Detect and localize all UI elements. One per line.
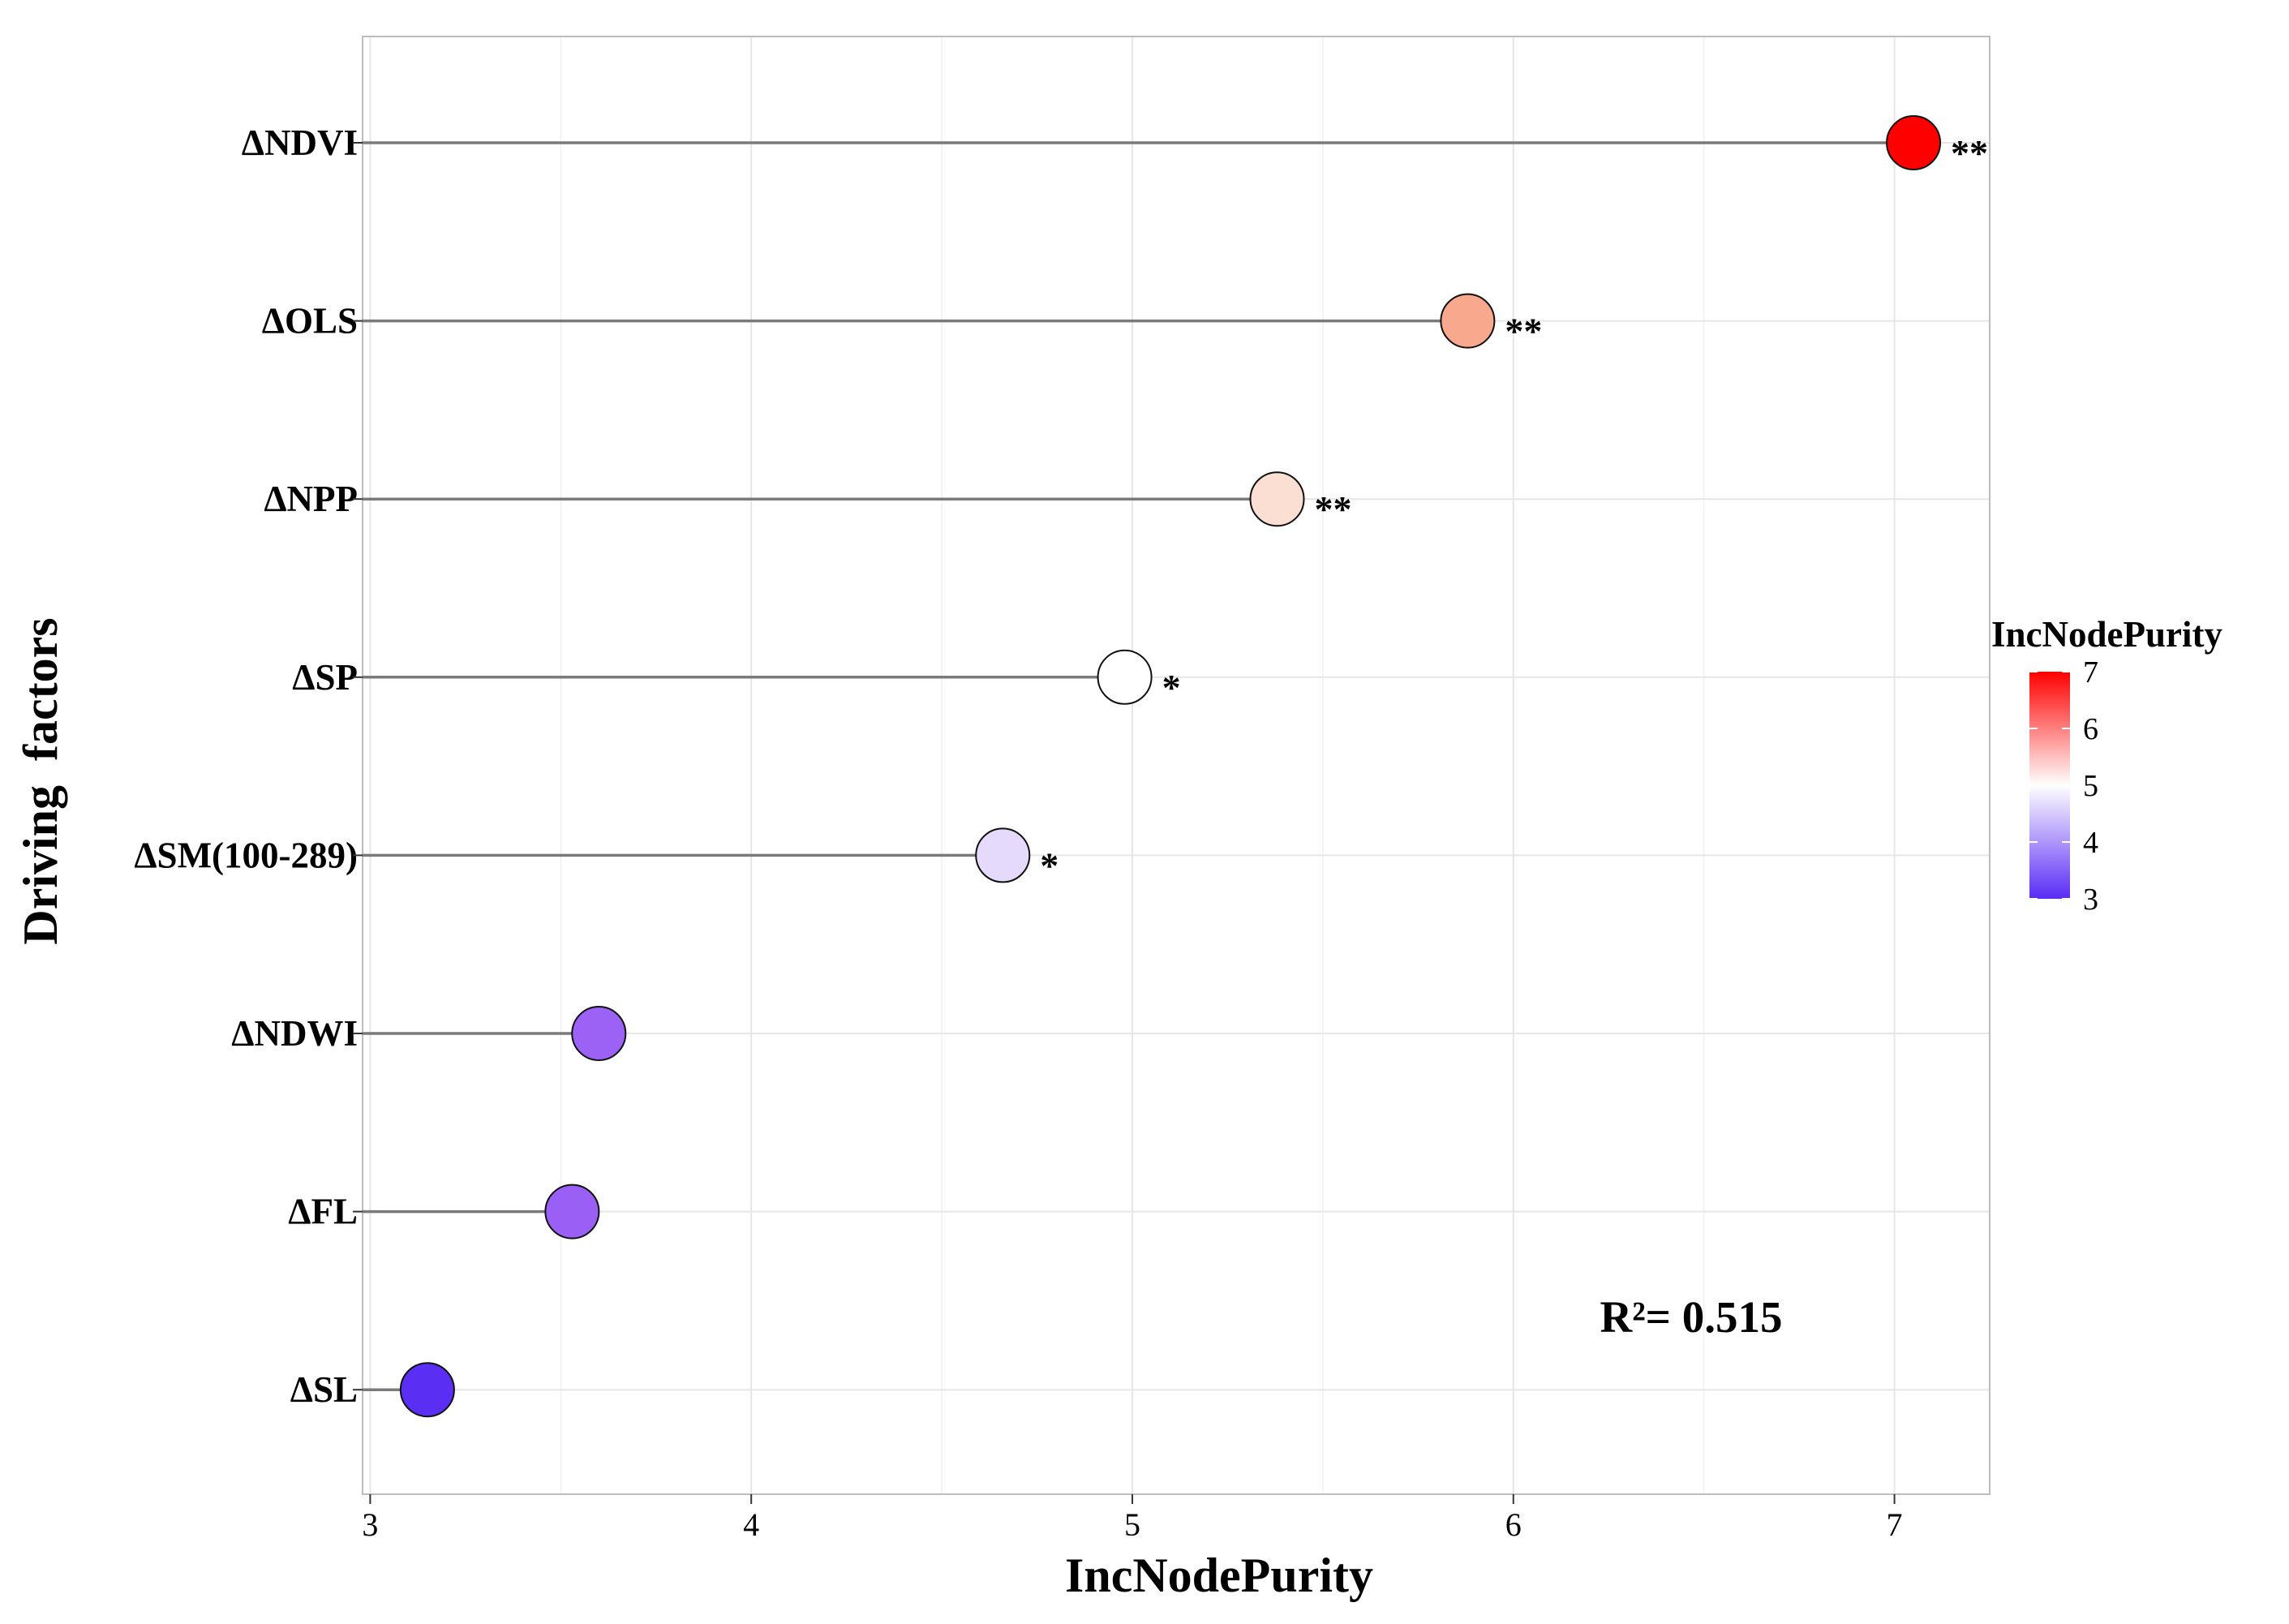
legend: IncNodePurity 3 4 5 6 7 [1991, 614, 2222, 917]
r-squared-annotation: R²= 0.515 [1600, 1292, 1782, 1342]
legend-tick-label: 7 [2083, 655, 2098, 690]
axis-layer: 3 4 5 6 7 [353, 142, 1903, 1543]
legend-tick-label: 5 [2083, 769, 2098, 803]
stems-layer [363, 141, 1914, 1391]
y-tick-label: ΔOLS [262, 301, 358, 342]
lollipop-point [1097, 649, 1153, 705]
lollipop-point [1440, 293, 1496, 349]
legend-tick-label: 4 [2083, 826, 2098, 860]
lollipop-point [571, 1006, 627, 1061]
x-tick-label: 3 [362, 1506, 378, 1543]
y-axis-title: Driving factors [14, 617, 67, 944]
y-tick-label: ΔNDVI [242, 122, 358, 163]
significance-label: ** [1314, 488, 1351, 530]
legend-tick-label: 6 [2083, 712, 2098, 746]
x-tick-label: 4 [743, 1506, 759, 1543]
y-tick-label: ΔSM(100-289) [134, 835, 358, 875]
x-tick-label: 7 [1887, 1506, 1903, 1543]
plot-border [362, 36, 1991, 1495]
y-tick-label: ΔNPP [264, 479, 358, 519]
legend-tick-label: 3 [2083, 883, 2098, 917]
y-tick-label: ΔFL [288, 1192, 358, 1232]
x-tick-label: 5 [1124, 1506, 1140, 1543]
significance-label: * [1040, 844, 1059, 886]
y-tick-label: ΔSP [292, 657, 358, 698]
lollipop-point [1886, 115, 1942, 170]
labels-layer: ΔNDVI ** ΔOLS ** ΔNPP ** ΔSP * ΔSM(100-289) * ΔNDW… [134, 122, 1988, 1410]
significance-label: * [1162, 667, 1181, 708]
points-layer [399, 115, 1942, 1418]
y-tick-label: ΔSL [290, 1369, 358, 1410]
lollipop-point [975, 827, 1031, 883]
significance-label: ** [1505, 311, 1542, 352]
lollipop-point [399, 1362, 455, 1418]
legend-title: IncNodePurity [1991, 614, 2222, 655]
lollipop-point [544, 1184, 600, 1239]
significance-label: ** [1951, 132, 1988, 174]
x-axis-title: IncNodePurity [1065, 1549, 1373, 1602]
legend-ticks: 3 4 5 6 7 [2029, 655, 2098, 917]
y-tick-label: ΔNDWI [231, 1013, 358, 1054]
lollipop-point [1249, 471, 1305, 527]
plot-panel [363, 37, 1990, 1494]
x-tick-label: 6 [1505, 1506, 1522, 1543]
